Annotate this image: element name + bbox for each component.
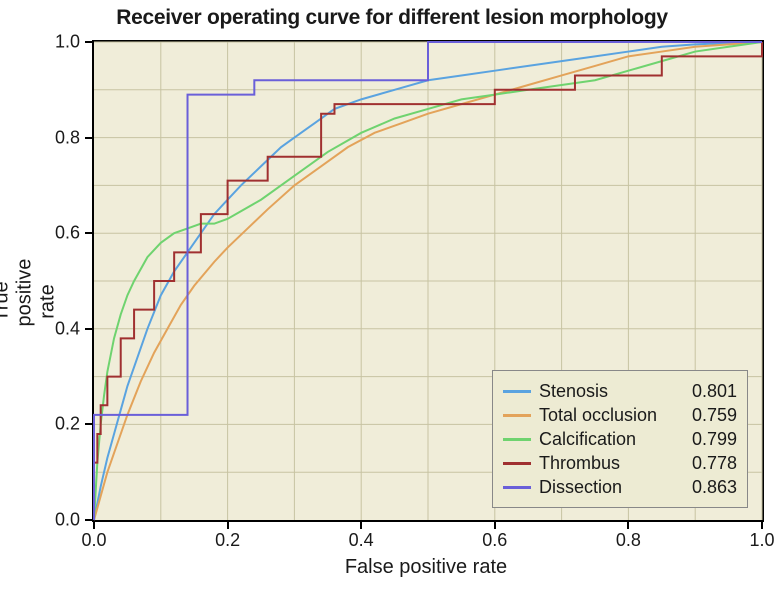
legend-value: 0.799 [679, 429, 737, 450]
x-tick [761, 522, 763, 529]
x-tick-label: 0.8 [616, 530, 641, 551]
legend-value: 0.778 [679, 453, 737, 474]
x-tick-label: 0.0 [81, 530, 106, 551]
legend-value: 0.801 [679, 381, 737, 402]
plot-area: Stenosis0.801Total occlusion0.759Calcifi… [92, 40, 764, 522]
x-tick [93, 522, 95, 529]
x-tick [360, 522, 362, 529]
x-tick-label: 0.6 [482, 530, 507, 551]
chart-container: Receiver operating curve for different l… [0, 0, 784, 601]
y-tick [85, 423, 92, 425]
x-axis-label: False positive rate [92, 556, 760, 579]
y-tick-label: 0.4 [55, 318, 80, 339]
y-tick-label: 1.0 [55, 32, 80, 53]
legend-row: Calcification0.799 [503, 427, 737, 451]
x-tick [627, 522, 629, 529]
x-tick-label: 1.0 [749, 530, 774, 551]
y-tick [85, 41, 92, 43]
legend-row: Total occlusion0.759 [503, 403, 737, 427]
legend-label: Dissection [539, 477, 679, 498]
legend-label: Thrombus [539, 453, 679, 474]
legend-swatch [503, 414, 531, 417]
x-tick [494, 522, 496, 529]
legend-label: Calcification [539, 429, 679, 450]
legend-value: 0.759 [679, 405, 737, 426]
legend-row: Dissection0.863 [503, 475, 737, 499]
x-tick-label: 0.2 [215, 530, 240, 551]
x-tick [227, 522, 229, 529]
y-tick [85, 519, 92, 521]
legend-label: Stenosis [539, 381, 679, 402]
legend: Stenosis0.801Total occlusion0.759Calcifi… [492, 370, 748, 508]
legend-swatch [503, 438, 531, 441]
y-tick-label: 0.2 [55, 414, 80, 435]
legend-value: 0.863 [679, 477, 737, 498]
legend-swatch [503, 462, 531, 465]
legend-row: Stenosis0.801 [503, 379, 737, 403]
y-tick-label: 0.6 [55, 223, 80, 244]
legend-label: Total occlusion [539, 405, 679, 426]
y-axis-label: True positive rate [0, 277, 60, 327]
legend-swatch [503, 390, 531, 393]
y-tick [85, 137, 92, 139]
y-tick-label: 0.8 [55, 127, 80, 148]
legend-swatch [503, 486, 531, 489]
legend-row: Thrombus0.778 [503, 451, 737, 475]
chart-title: Receiver operating curve for different l… [0, 6, 784, 30]
y-tick [85, 328, 92, 330]
y-tick [85, 232, 92, 234]
x-tick-label: 0.4 [349, 530, 374, 551]
y-tick-label: 0.0 [55, 510, 80, 531]
